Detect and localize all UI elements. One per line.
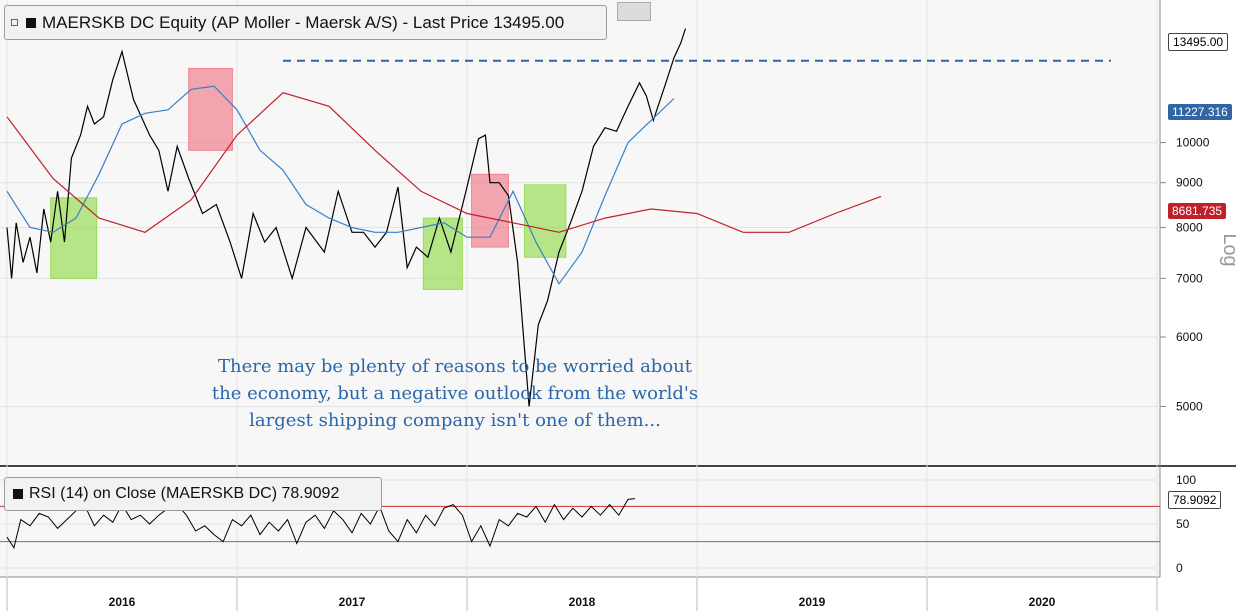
annotation-line-1: There may be plenty of reasons to be wor…: [217, 356, 692, 377]
ma-long-label: 8681.735: [1168, 203, 1227, 219]
y-tick-labels: 5000 6000 7000 8000 9000 10000 0 50 100: [1160, 136, 1210, 575]
highlight-region-green: [50, 197, 98, 279]
rsi-legend[interactable]: RSI (14) on Close (MAERSKB DC) 78.9092: [4, 477, 382, 511]
chart-title: MAERSKB DC Equity (AP Moller - Maersk A/…: [42, 12, 565, 32]
annotation-line-3: largest shipping company isn't one of th…: [249, 410, 661, 431]
x-tick-label: 2020: [1029, 595, 1056, 609]
annotation-text: There may be plenty of reasons to be wor…: [170, 353, 740, 434]
rsi-y-tick-label: 100: [1176, 473, 1196, 487]
x-tick-label: 2017: [339, 595, 366, 609]
chart-menu-button[interactable]: [617, 2, 651, 21]
main-legend[interactable]: MAERSKB DC Equity (AP Moller - Maersk A/…: [4, 5, 607, 40]
price-series-group: [6, 28, 1111, 407]
rsi-title: RSI (14) on Close (MAERSKB DC) 78.9092: [29, 485, 340, 502]
x-tick-labels: 2016 2017 2018 2019 2020: [6, 577, 1158, 611]
price-series-line-2: [6, 92, 882, 233]
rsi-y-tick-label: 50: [1176, 517, 1190, 531]
rsi-series-line: [6, 498, 635, 550]
y-tick-label: 8000: [1176, 221, 1203, 235]
legend-collapse-icon[interactable]: [11, 19, 18, 26]
ma-short-label: 11227.316: [1168, 104, 1232, 120]
legend-swatch-icon: [26, 17, 36, 28]
highlight-region-red: [188, 67, 233, 151]
highlight-region-green: [524, 184, 567, 258]
y-tick-label: 5000: [1176, 399, 1203, 413]
x-tick-label: 2018: [569, 595, 596, 609]
log-scale-label: Log: [1219, 233, 1236, 266]
rsi-last-label: 78.9092: [1168, 491, 1222, 509]
y-tick-label: 9000: [1176, 176, 1203, 190]
x-tick-label: 2016: [109, 595, 136, 609]
rsi-y-tick-label: 0: [1176, 561, 1183, 575]
last-price-label: 13495.00: [1168, 33, 1229, 51]
y-tick-label: 7000: [1176, 271, 1203, 285]
price-series-line-1: [6, 85, 675, 285]
y-tick-label: 6000: [1176, 330, 1203, 344]
y-tick-label: 10000: [1176, 136, 1210, 150]
price-series-line-0: [6, 28, 687, 407]
annotation-line-2: the economy, but a negative outlook from…: [211, 383, 699, 404]
x-tick-label: 2019: [799, 595, 826, 609]
rsi-swatch-icon: [13, 489, 23, 499]
